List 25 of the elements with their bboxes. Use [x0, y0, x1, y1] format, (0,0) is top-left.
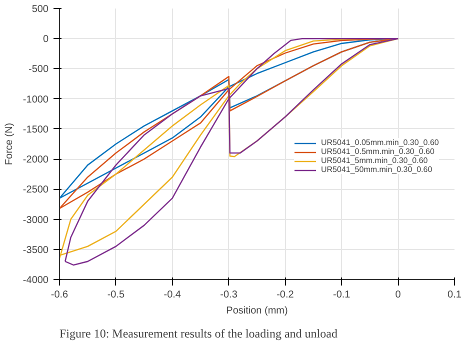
- x-tick-label: -0.6: [50, 290, 69, 300]
- legend-label: UR5041_0.5mm.min_0.30_0.60: [321, 147, 434, 156]
- y-tick-label: 500: [32, 4, 49, 15]
- x-tick-label: -0.2: [276, 290, 294, 300]
- y-tick-label: -4000: [22, 275, 49, 286]
- y-tick-label: -2000: [22, 154, 49, 166]
- x-tick-label: -0.1: [333, 290, 351, 300]
- y-tick-label: -1500: [22, 124, 49, 136]
- caption: Figure 10: Measurement results of the loading and unload: [60, 326, 338, 340]
- y-tick-label: -2500: [22, 184, 49, 196]
- legend-label: UR5041_50mm.min_0.30_0.60: [321, 165, 432, 174]
- y-axis-title: Force (N): [4, 122, 15, 166]
- y-tick-label: -1000: [22, 94, 49, 106]
- x-tick-label: -0.5: [107, 290, 125, 300]
- y-tick-label: -3000: [22, 214, 49, 226]
- x-tick-label: 0.1: [448, 290, 462, 300]
- x-axis-title: Position (mm): [226, 306, 288, 316]
- legend-label: UR5041_0.05mm.min_0.30_0.60: [321, 138, 439, 147]
- legend-label: UR5041_5mm.min_0.30_0.60: [321, 156, 428, 165]
- x-tick-label: 0: [395, 290, 402, 300]
- y-tick-label: -3500: [22, 244, 49, 256]
- x-tick-label: -0.4: [164, 290, 182, 300]
- y-tick-label: -500: [28, 64, 49, 76]
- x-tick-label: -0.3: [220, 290, 238, 300]
- y-tick-label: 0: [42, 34, 49, 46]
